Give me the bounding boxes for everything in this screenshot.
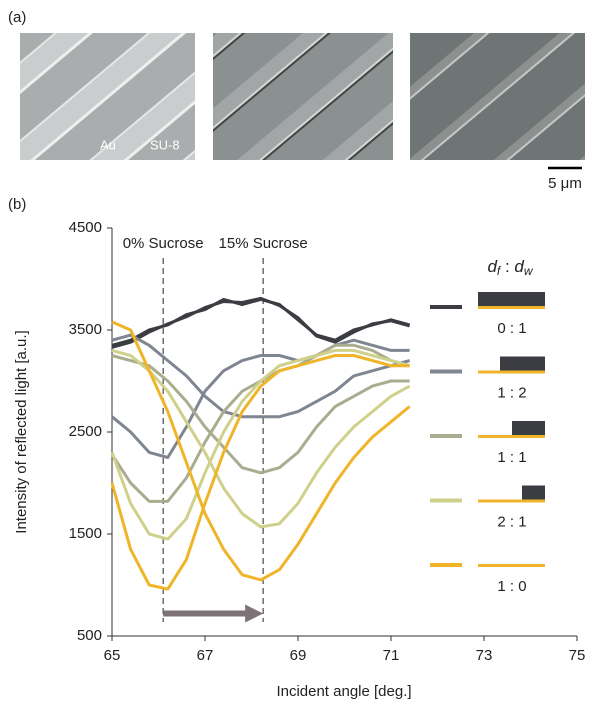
series-line: [110, 348, 410, 541]
legend-icon-block: [522, 485, 545, 500]
legend-label: 1 : 0: [497, 578, 526, 595]
legend-label: 1 : 1: [497, 449, 526, 466]
panel-label: (a): [8, 9, 26, 26]
scale-bar-label: 5 μm: [548, 175, 582, 192]
x-tick-label: 75: [569, 647, 586, 664]
image-label: SU-8: [150, 137, 180, 152]
x-tick-label: 71: [383, 647, 400, 664]
annotation: 0% Sucrose: [123, 235, 204, 252]
image-label: Au: [100, 137, 116, 152]
series-line: [110, 354, 410, 591]
x-axis-label: Incident angle [deg.]: [276, 683, 411, 700]
series-line: [111, 333, 410, 419]
y-tick-label: 1500: [69, 525, 102, 542]
legend-icon-block: [512, 421, 545, 435]
series-line: [111, 348, 411, 529]
arrow-head: [245, 604, 264, 623]
sem-image: [213, 33, 393, 160]
legend-icon-metal: [478, 306, 545, 309]
legend-label: 1 : 2: [497, 384, 526, 401]
y-tick-label: 2500: [69, 423, 102, 440]
series-line: [111, 338, 410, 459]
series-line: [111, 297, 410, 347]
legend-label: 0 : 1: [497, 320, 526, 337]
x-tick-label: 69: [290, 647, 307, 664]
series-line: [110, 343, 410, 503]
panel-label: (b): [8, 196, 26, 213]
legend-icon-block: [478, 292, 545, 306]
sem-image: [410, 33, 585, 160]
legend-title: df : dw: [487, 257, 533, 278]
legend-icon-metal: [478, 499, 545, 503]
legend-icon-metal: [478, 435, 545, 438]
legend-icon-block: [500, 356, 545, 371]
y-tick-label: 3500: [69, 321, 102, 338]
series-line: [111, 296, 410, 349]
legend-icon-metal: [478, 564, 545, 567]
x-tick-label: 73: [476, 647, 493, 664]
x-tick-label: 67: [197, 647, 214, 664]
legend-icon-metal: [478, 370, 545, 374]
sem-image: [20, 33, 195, 160]
y-tick-label: 500: [77, 627, 102, 644]
annotation: 15% Sucrose: [219, 235, 308, 252]
series-line: [111, 320, 411, 582]
series-line: [111, 354, 410, 475]
y-tick-label: 4500: [69, 219, 102, 236]
legend-label: 2 : 1: [497, 513, 526, 530]
x-tick-label: 65: [104, 647, 121, 664]
y-axis-label: Intensity of reflected light [a.u.]: [13, 330, 30, 533]
